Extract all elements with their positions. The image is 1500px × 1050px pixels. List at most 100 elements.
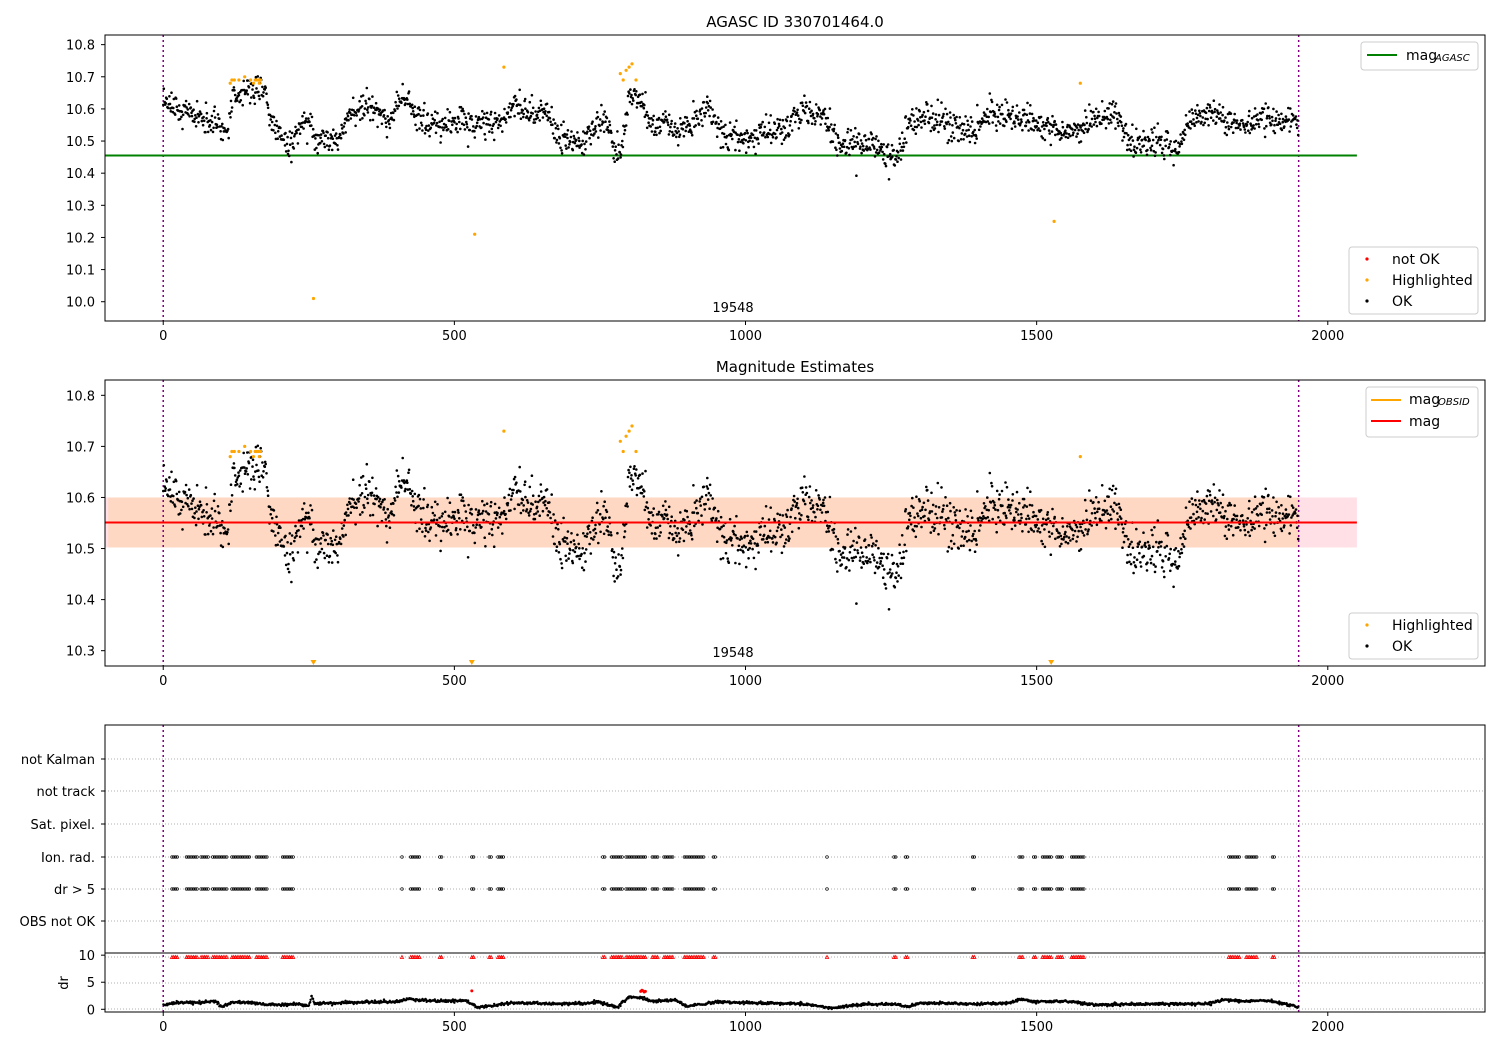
ok-point — [1260, 118, 1263, 122]
ok-point — [376, 524, 379, 528]
ok-point — [473, 541, 477, 545]
ok-point — [172, 494, 175, 498]
ok-point — [1250, 124, 1253, 127]
ok-point — [1075, 540, 1078, 543]
ok-point — [803, 111, 807, 115]
ok-point — [1015, 104, 1019, 107]
ok-point — [1093, 114, 1096, 118]
ok-point — [330, 539, 334, 543]
ok-point — [307, 511, 310, 515]
ok-point — [418, 108, 422, 112]
ok-point — [347, 514, 350, 517]
ok-point — [168, 488, 172, 491]
ok-point — [873, 147, 876, 150]
ok-point — [1277, 505, 1280, 509]
ion-rad-flag — [611, 855, 615, 859]
ok-point — [908, 518, 911, 522]
ok-point — [327, 561, 331, 564]
ok-point — [543, 112, 547, 115]
ok-point — [1008, 509, 1011, 512]
ok-point — [631, 97, 634, 100]
ok-point — [933, 127, 937, 130]
dr-flag — [190, 887, 194, 891]
ok-point — [725, 134, 729, 138]
ok-point — [1198, 499, 1201, 502]
ok-point — [1025, 505, 1029, 508]
highlighted-point — [256, 449, 260, 454]
ion-rad-flag — [627, 855, 632, 859]
ok-point — [650, 130, 654, 133]
ok-point — [817, 494, 820, 497]
ok-point — [1267, 493, 1270, 497]
ok-point — [577, 136, 580, 140]
ok-point — [1146, 135, 1150, 139]
panel1-annotation: 19548 — [712, 301, 753, 316]
ok-point — [1158, 540, 1161, 544]
ion-rad-flag — [470, 855, 474, 859]
ok-point — [875, 135, 878, 138]
ion-rad-flag — [1228, 855, 1233, 859]
ok-point — [485, 502, 489, 506]
ok-point — [247, 86, 251, 89]
ok-point — [177, 104, 181, 107]
ok-point — [310, 508, 314, 512]
ok-point — [1211, 111, 1214, 115]
ok-point — [382, 114, 386, 117]
ok-point — [612, 550, 616, 554]
dr-flag — [634, 887, 639, 891]
ok-point — [163, 489, 167, 493]
ok-point — [748, 546, 751, 550]
ok-point — [339, 537, 342, 541]
ok-point — [749, 539, 752, 543]
ok-point — [1280, 128, 1284, 132]
ok-point — [684, 531, 687, 534]
ok-point — [303, 517, 307, 521]
ok-point — [491, 533, 494, 537]
ok-point — [708, 114, 711, 118]
ok-point — [966, 119, 969, 123]
ok-point — [661, 112, 665, 116]
ok-point — [1138, 551, 1141, 555]
ok-point — [1165, 544, 1169, 548]
ok-point — [169, 110, 173, 113]
ok-point — [307, 117, 310, 120]
ok-point — [274, 131, 277, 135]
ok-point — [895, 571, 898, 574]
ok-point — [482, 121, 485, 125]
ion-rad-flag — [1080, 855, 1084, 859]
ok-point — [1032, 530, 1036, 533]
ok-point — [727, 561, 731, 564]
ok-point — [524, 495, 527, 499]
ok-point — [272, 530, 275, 533]
ok-point — [1097, 114, 1101, 118]
ok-point — [456, 130, 459, 134]
ok-point — [184, 99, 188, 103]
ok-point — [220, 523, 223, 527]
ok-point — [794, 120, 797, 124]
ok-point — [200, 515, 204, 519]
ok-point — [1041, 517, 1045, 521]
ok-point — [722, 132, 726, 136]
ok-point — [623, 530, 627, 533]
ion-rad-flag — [655, 855, 660, 859]
dr-flag — [498, 887, 502, 891]
ok-point — [669, 525, 672, 528]
ok-point — [209, 529, 213, 533]
ok-point — [465, 122, 469, 126]
ion-rad-flag — [711, 855, 716, 859]
dr-over-10-marker — [1254, 954, 1260, 959]
ok-point — [205, 117, 208, 120]
ok-point — [501, 532, 504, 535]
ok-point — [870, 132, 873, 136]
ok-point — [734, 561, 737, 565]
ok-point — [898, 543, 901, 546]
ok-point — [888, 571, 891, 574]
ok-point — [268, 123, 271, 127]
ok-point — [1024, 124, 1028, 128]
ok-point — [1083, 109, 1087, 112]
dr-flag — [698, 887, 702, 891]
ok-point — [835, 148, 838, 152]
ion-rad-flag — [219, 855, 224, 859]
ok-point — [258, 480, 261, 484]
ok-point — [336, 144, 339, 147]
